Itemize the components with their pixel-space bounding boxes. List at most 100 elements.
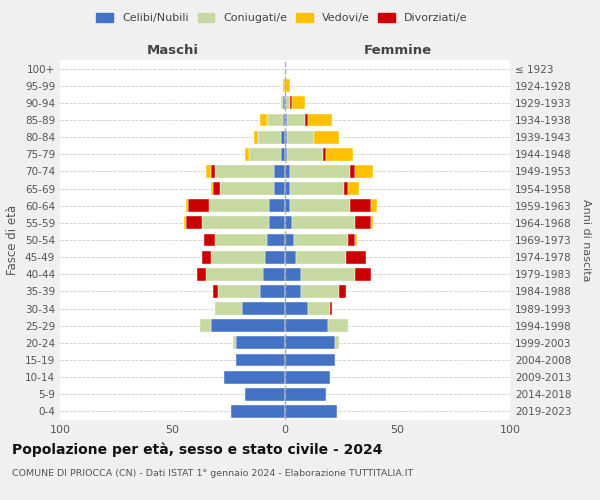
Bar: [267, 114, 283, 126]
Bar: [285, 405, 337, 418]
Bar: [235, 354, 285, 366]
Bar: [287, 130, 314, 143]
Bar: [283, 80, 285, 92]
Bar: [285, 336, 335, 349]
Bar: [285, 370, 330, 384]
Bar: [267, 234, 285, 246]
Bar: [355, 268, 371, 280]
Bar: [285, 388, 325, 400]
Bar: [285, 165, 290, 178]
Bar: [348, 234, 355, 246]
Y-axis label: Fasce di età: Fasce di età: [7, 205, 19, 275]
Bar: [184, 216, 186, 230]
Bar: [290, 96, 292, 110]
Bar: [263, 268, 285, 280]
Bar: [274, 182, 285, 195]
Bar: [242, 302, 285, 315]
Bar: [339, 285, 346, 298]
Bar: [285, 182, 290, 195]
Bar: [343, 182, 348, 195]
Bar: [325, 148, 353, 160]
Bar: [274, 165, 285, 178]
Bar: [202, 250, 211, 264]
Bar: [285, 216, 292, 230]
Bar: [285, 80, 290, 92]
Bar: [211, 182, 213, 195]
Bar: [199, 320, 211, 332]
Bar: [285, 250, 296, 264]
Text: Femmine: Femmine: [364, 44, 431, 57]
Bar: [213, 182, 220, 195]
Bar: [186, 200, 188, 212]
Bar: [260, 114, 267, 126]
Bar: [220, 182, 274, 195]
Bar: [350, 165, 355, 178]
Bar: [314, 130, 339, 143]
Bar: [294, 234, 348, 246]
Bar: [281, 130, 285, 143]
Bar: [209, 200, 269, 212]
Bar: [258, 130, 281, 143]
Bar: [283, 114, 285, 126]
Bar: [211, 320, 285, 332]
Bar: [348, 182, 359, 195]
Bar: [285, 268, 301, 280]
Bar: [287, 148, 323, 160]
Bar: [292, 216, 355, 230]
Bar: [285, 200, 290, 212]
Bar: [285, 320, 328, 332]
Bar: [350, 200, 371, 212]
Bar: [330, 302, 332, 315]
Bar: [323, 148, 325, 160]
Bar: [218, 285, 260, 298]
Bar: [231, 405, 285, 418]
Bar: [215, 165, 274, 178]
Bar: [290, 182, 343, 195]
Bar: [308, 302, 330, 315]
Bar: [188, 200, 209, 212]
Text: Maschi: Maschi: [146, 44, 199, 57]
Bar: [281, 96, 283, 110]
Bar: [285, 234, 294, 246]
Bar: [215, 234, 267, 246]
Text: Popolazione per età, sesso e stato civile - 2024: Popolazione per età, sesso e stato civil…: [12, 442, 383, 457]
Bar: [197, 268, 206, 280]
Legend: Celibi/Nubili, Coniugati/e, Vedovi/e, Divorziati/e: Celibi/Nubili, Coniugati/e, Vedovi/e, Di…: [92, 8, 472, 28]
Bar: [285, 96, 290, 110]
Bar: [206, 268, 263, 280]
Bar: [283, 96, 285, 110]
Bar: [328, 320, 348, 332]
Bar: [305, 114, 308, 126]
Bar: [211, 250, 265, 264]
Bar: [285, 148, 287, 160]
Bar: [224, 370, 285, 384]
Bar: [290, 165, 350, 178]
Y-axis label: Anni di nascita: Anni di nascita: [581, 198, 591, 281]
Text: COMUNE DI PRIOCCA (CN) - Dati ISTAT 1° gennaio 2024 - Elaborazione TUTTITALIA.IT: COMUNE DI PRIOCCA (CN) - Dati ISTAT 1° g…: [12, 469, 413, 478]
Bar: [287, 114, 305, 126]
Bar: [371, 216, 373, 230]
Bar: [245, 388, 285, 400]
Bar: [215, 302, 242, 315]
Bar: [186, 216, 202, 230]
Bar: [249, 148, 281, 160]
Bar: [202, 216, 269, 230]
Bar: [285, 354, 335, 366]
Bar: [265, 250, 285, 264]
Bar: [254, 130, 258, 143]
Bar: [285, 130, 287, 143]
Bar: [296, 250, 346, 264]
Bar: [346, 250, 366, 264]
Bar: [292, 96, 305, 110]
Bar: [245, 148, 249, 160]
Bar: [308, 114, 332, 126]
Bar: [285, 114, 287, 126]
Bar: [371, 200, 377, 212]
Bar: [355, 165, 373, 178]
Bar: [290, 200, 350, 212]
Bar: [301, 285, 339, 298]
Bar: [204, 234, 215, 246]
Bar: [285, 285, 301, 298]
Bar: [233, 336, 235, 349]
Bar: [281, 148, 285, 160]
